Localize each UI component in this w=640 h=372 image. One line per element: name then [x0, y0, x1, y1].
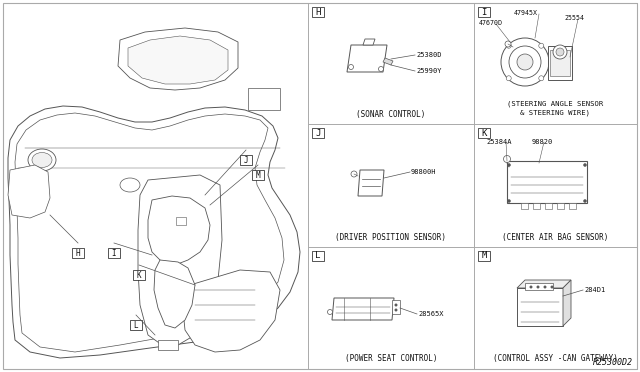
Circle shape	[584, 164, 586, 167]
Polygon shape	[363, 39, 375, 45]
Circle shape	[517, 54, 533, 70]
Text: 28565X: 28565X	[418, 311, 444, 317]
Bar	[521, 203, 528, 209]
Text: 25554: 25554	[564, 15, 584, 21]
Polygon shape	[128, 36, 228, 84]
Circle shape	[539, 76, 544, 81]
Bar	[312, 128, 324, 138]
Text: 47945X: 47945X	[514, 10, 538, 16]
Text: 25990Y: 25990Y	[416, 68, 442, 74]
Bar	[158, 340, 178, 350]
Bar	[240, 155, 252, 165]
Circle shape	[351, 171, 357, 177]
Circle shape	[349, 64, 353, 70]
Text: L: L	[316, 251, 321, 260]
Text: 98820: 98820	[532, 139, 553, 145]
Circle shape	[395, 309, 397, 311]
Bar	[176, 217, 186, 225]
Circle shape	[504, 155, 511, 163]
Bar	[133, 270, 145, 280]
Text: (POWER SEAT CONTROL): (POWER SEAT CONTROL)	[345, 355, 437, 363]
Bar	[478, 251, 490, 261]
Polygon shape	[148, 196, 210, 265]
Bar	[548, 46, 572, 80]
Circle shape	[551, 286, 553, 288]
Bar	[130, 320, 142, 330]
Circle shape	[537, 286, 539, 288]
Circle shape	[584, 199, 586, 202]
Bar	[72, 248, 84, 258]
Text: (CENTER AIR BAG SENSOR): (CENTER AIR BAG SENSOR)	[502, 232, 609, 241]
Circle shape	[509, 46, 541, 78]
Polygon shape	[118, 28, 238, 90]
Text: 98800H: 98800H	[411, 169, 436, 175]
Text: M: M	[481, 251, 486, 260]
Polygon shape	[154, 260, 195, 328]
Polygon shape	[183, 270, 280, 352]
Bar	[312, 7, 324, 17]
Text: L: L	[134, 321, 138, 330]
Polygon shape	[332, 298, 394, 320]
Bar	[478, 128, 490, 138]
Polygon shape	[383, 58, 393, 65]
Polygon shape	[563, 280, 571, 326]
Bar	[312, 251, 324, 261]
Circle shape	[506, 76, 511, 81]
Circle shape	[328, 310, 333, 314]
Circle shape	[395, 304, 397, 306]
Ellipse shape	[28, 149, 56, 171]
Bar	[557, 203, 564, 209]
Text: M: M	[256, 170, 260, 180]
Text: (DRIVER POSITION SENSOR): (DRIVER POSITION SENSOR)	[335, 232, 447, 241]
Polygon shape	[8, 106, 300, 358]
Polygon shape	[8, 165, 50, 218]
Text: H: H	[76, 248, 80, 257]
Polygon shape	[138, 175, 222, 345]
Bar	[252, 170, 264, 180]
Polygon shape	[358, 170, 384, 196]
Text: J: J	[244, 155, 248, 164]
Ellipse shape	[32, 153, 52, 167]
Text: (SONAR CONTROL): (SONAR CONTROL)	[356, 109, 426, 119]
Text: (CONTROL ASSY -CAN GATEWAY): (CONTROL ASSY -CAN GATEWAY)	[493, 355, 618, 363]
Text: H: H	[316, 7, 321, 16]
Bar	[248, 88, 280, 110]
Text: (STEERING ANGLE SENSOR
& STEERING WIRE): (STEERING ANGLE SENSOR & STEERING WIRE)	[508, 100, 604, 115]
Text: R25300D2: R25300D2	[593, 358, 633, 367]
Circle shape	[556, 48, 564, 56]
Circle shape	[539, 43, 544, 48]
Bar	[525, 283, 553, 290]
Bar	[533, 203, 540, 209]
Bar	[108, 248, 120, 258]
Circle shape	[544, 286, 546, 288]
Circle shape	[553, 45, 567, 59]
Bar	[392, 300, 400, 314]
Circle shape	[508, 164, 511, 167]
Circle shape	[501, 38, 549, 86]
Text: I: I	[112, 248, 116, 257]
Text: 25384A: 25384A	[486, 139, 511, 145]
Circle shape	[378, 67, 383, 71]
Text: I: I	[481, 7, 486, 16]
Text: 284D1: 284D1	[584, 287, 605, 293]
Polygon shape	[517, 280, 571, 288]
Bar	[569, 203, 576, 209]
Text: K: K	[137, 270, 141, 279]
Bar	[507, 161, 587, 203]
Text: 25380D: 25380D	[416, 52, 442, 58]
Bar	[550, 50, 570, 76]
Bar	[517, 288, 563, 326]
Circle shape	[530, 286, 532, 288]
Circle shape	[506, 43, 511, 48]
Circle shape	[508, 199, 511, 202]
Ellipse shape	[120, 178, 140, 192]
Bar	[478, 7, 490, 17]
Circle shape	[505, 41, 511, 47]
Text: K: K	[481, 128, 486, 138]
Text: J: J	[316, 128, 321, 138]
Bar	[545, 203, 552, 209]
Polygon shape	[347, 45, 387, 72]
Text: 47670D: 47670D	[479, 20, 503, 26]
